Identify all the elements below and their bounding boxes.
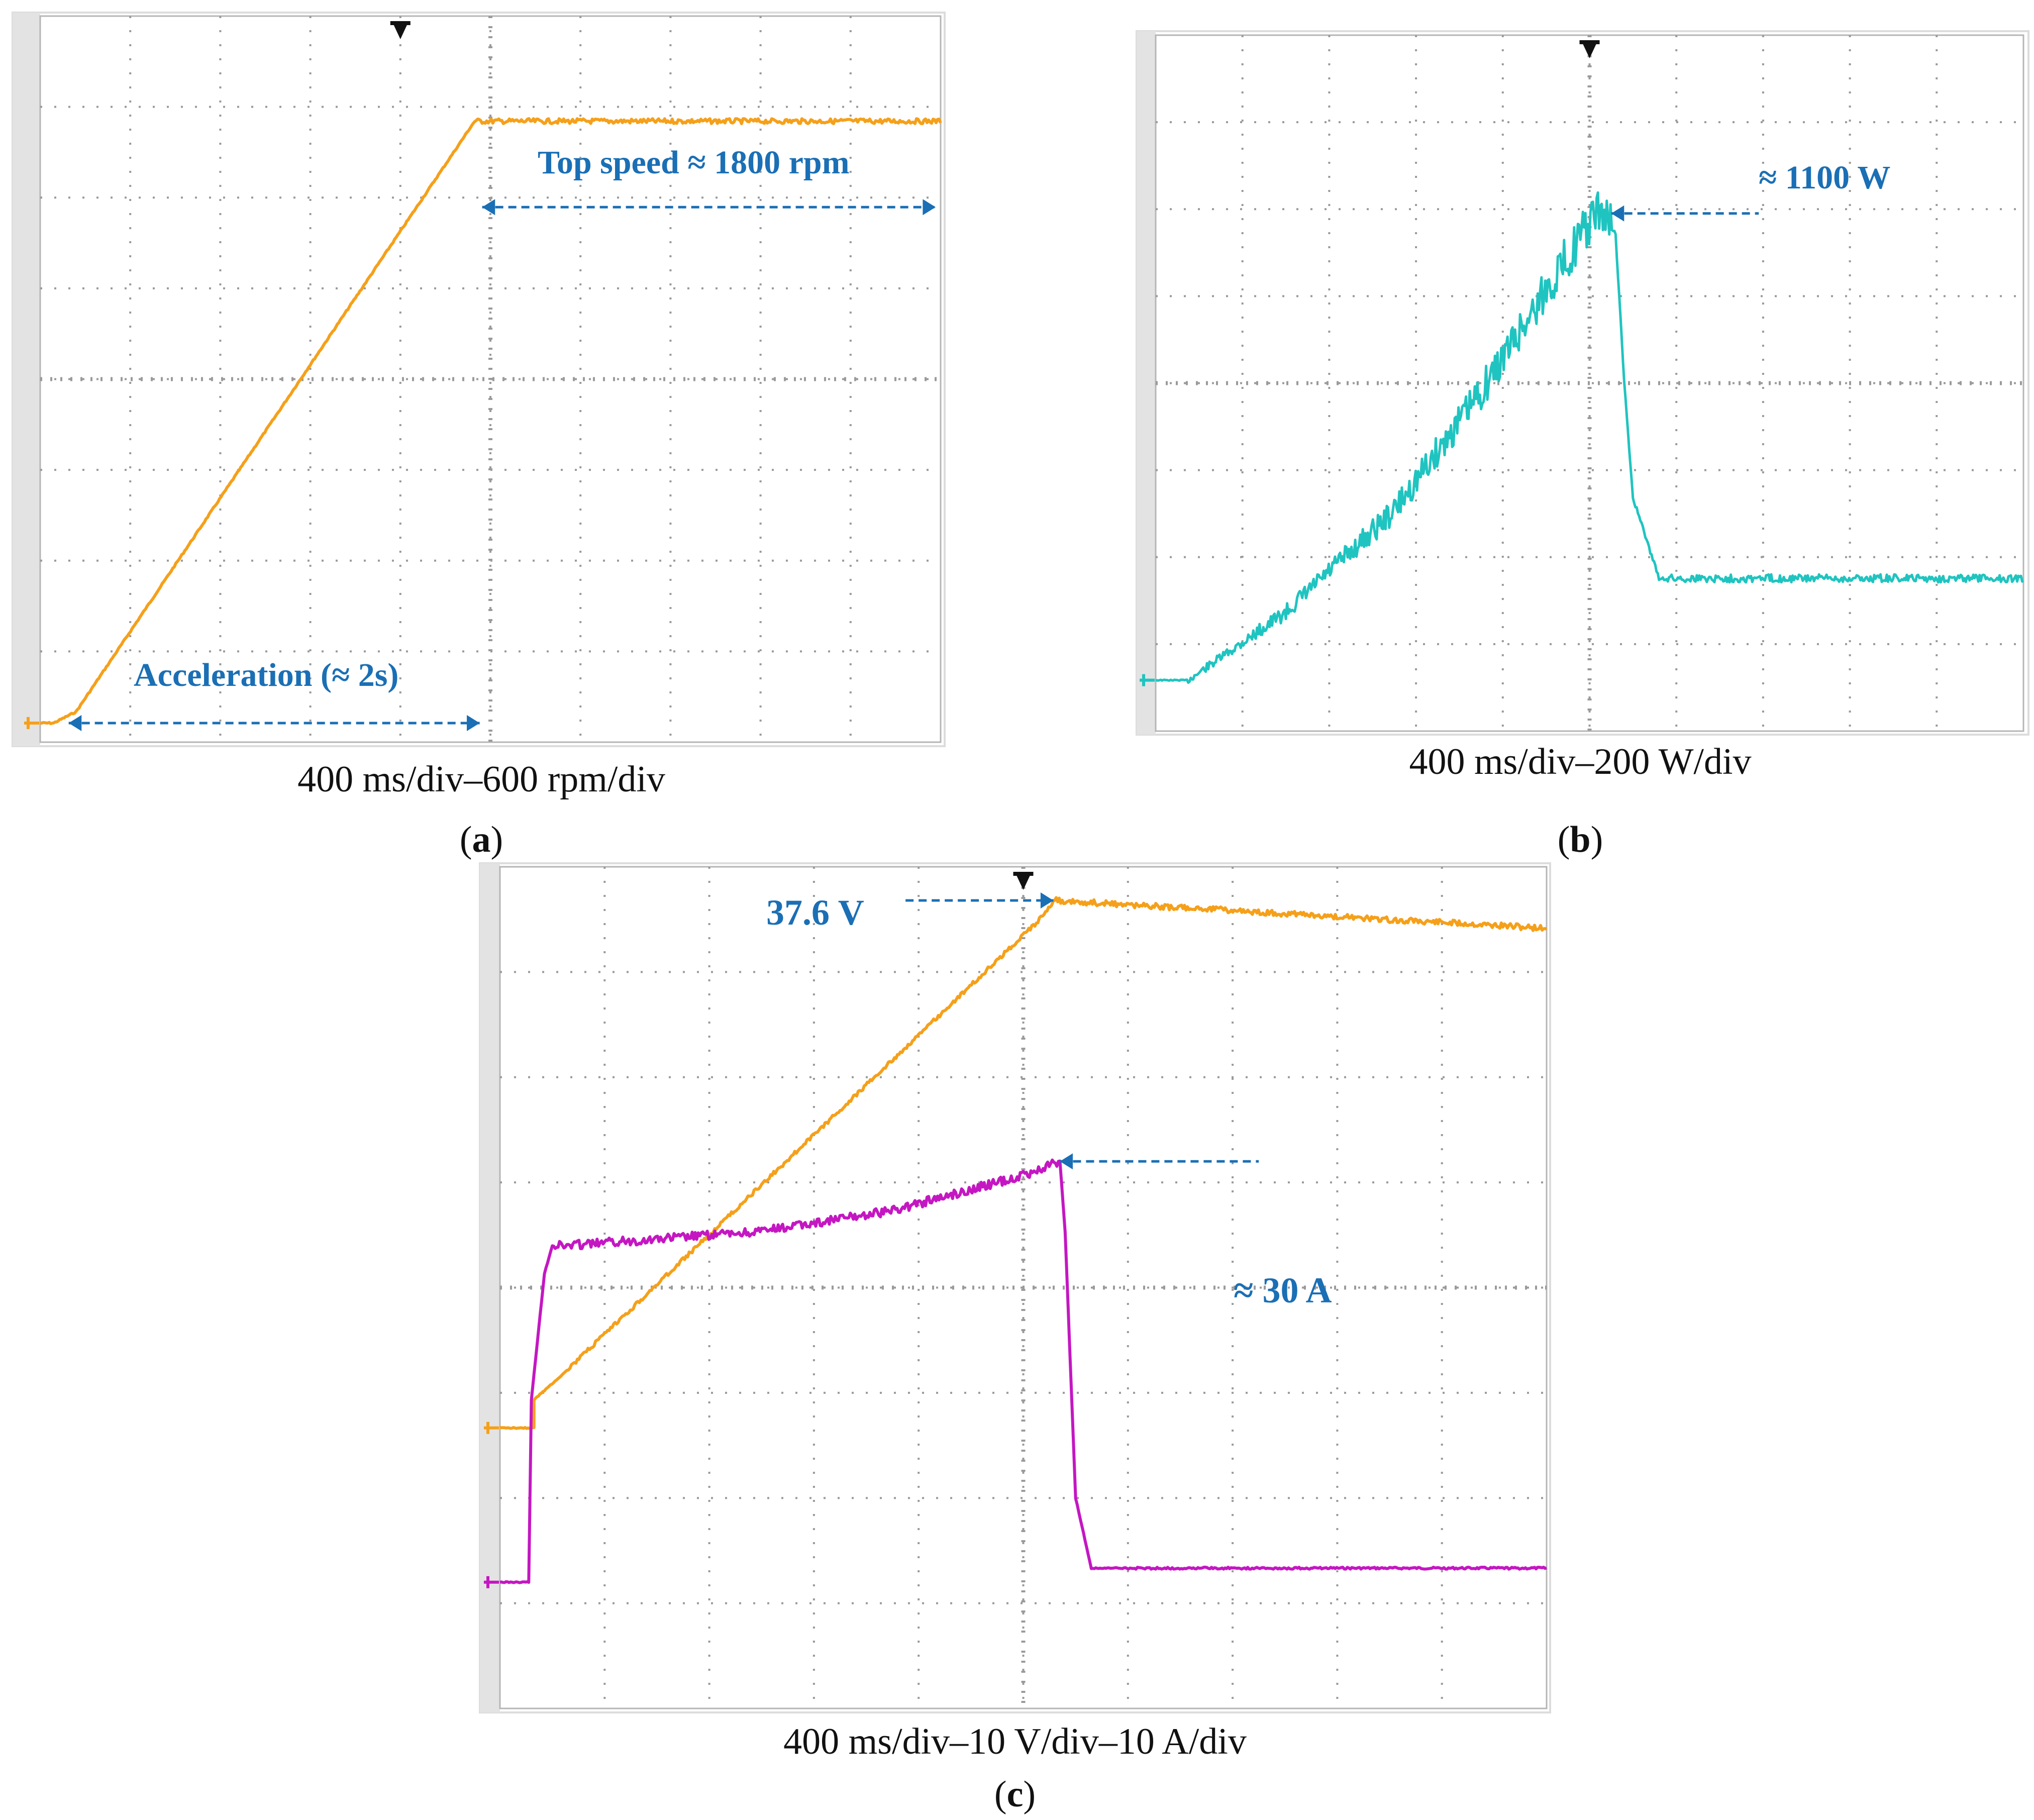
peak-power-arrow-head-left: [1611, 205, 1624, 222]
panel-b-trigger-marker-arrow: [1582, 43, 1597, 58]
top-speed-arrow-head-right: [923, 199, 936, 216]
panel-b: ≈ 1100 W 400 ms/div–200 W/div (b): [1136, 30, 2029, 860]
voltage-trace: [499, 896, 1548, 1430]
voltage-peak-arrow-head-right: [1040, 892, 1054, 908]
panel-c-annotation-current: ≈ 30 A: [1234, 1270, 1332, 1310]
panel-a-trigger-marker-arrow: [393, 24, 408, 39]
panel-a-left-bezel: [13, 13, 40, 746]
panel-c-caption: 400 ms/div–10 V/div–10 A/div: [783, 1721, 1247, 1762]
panel-a-grid: [40, 16, 941, 742]
panel-b-annotation-peak-power: ≈ 1100 W: [1759, 159, 1890, 196]
panel-c-scope-screen: [479, 862, 1551, 1713]
speed-trace: [40, 117, 942, 726]
panel-c-grid: [500, 867, 1547, 1708]
panel-a-annotation-acceleration: Acceleration (≈ 2s): [134, 657, 398, 693]
panel-a-label-letter: a: [472, 819, 491, 860]
acceleration-arrow-head-left: [68, 715, 82, 731]
panel-a-annotation-top-speed: Top speed ≈ 1800 rpm: [538, 144, 850, 181]
top-speed-arrow-head-left: [482, 199, 495, 216]
panel-a-label: (a): [460, 819, 503, 860]
acceleration-arrow-head-right: [467, 715, 480, 731]
panel-b-label: (b): [1558, 819, 1603, 860]
power-trace: [1155, 191, 2024, 684]
panel-b-label-letter: b: [1570, 819, 1590, 860]
panel-a: Top speed ≈ 1800 rpm Acceleration (≈ 2s)…: [12, 12, 946, 860]
panel-b-scope-screen: [1136, 30, 2029, 736]
panel-c-marks: [484, 872, 1548, 1588]
panel-a-caption: 400 ms/div–600 rpm/div: [297, 759, 665, 800]
current-trace: [499, 1158, 1547, 1584]
panel-c-label-letter: c: [1007, 1774, 1024, 1815]
current-peak-arrow-head-left: [1060, 1153, 1073, 1170]
panel-c-trigger-marker-arrow: [1016, 875, 1031, 890]
panel-c-label: (c): [994, 1774, 1036, 1815]
panel-b-left-bezel: [1137, 31, 1156, 735]
panel-b-caption: 400 ms/div–200 W/div: [1409, 741, 1751, 782]
panel-c: 37.6 V ≈ 30 A 400 ms/div–10 V/div–10 A/d…: [479, 862, 1551, 1815]
panel-c-annotation-voltage: 37.6 V: [766, 892, 864, 933]
panel-a-marks: [24, 21, 942, 731]
panel-b-marks: [1140, 40, 2024, 686]
panel-b-grid: [1156, 35, 2023, 731]
panel-c-left-bezel: [480, 863, 500, 1712]
